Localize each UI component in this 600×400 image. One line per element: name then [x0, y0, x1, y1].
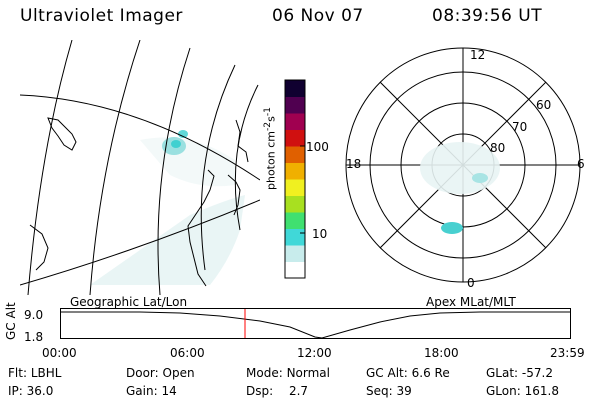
- colorbar-band: [285, 261, 305, 279]
- lat-label-70: 70: [512, 120, 528, 134]
- colorbar-band: [285, 228, 305, 246]
- colorbar-tick-10: 10: [312, 227, 328, 241]
- alt-ylabel: GC Alt: [4, 302, 18, 340]
- status-seq: Seq: 39: [366, 384, 412, 398]
- status-gc-alt: GC Alt: 6.6 Re: [366, 366, 450, 380]
- colorbar-label: photon cm-2s-1: [262, 107, 278, 190]
- colorbar-band: [285, 245, 305, 262]
- alt-ytick-1-8: 1.8: [24, 330, 44, 344]
- status-glat: GLat: -57.2: [486, 366, 553, 380]
- altitude-line: [60, 311, 570, 339]
- header-time: 08:39:56 UT: [432, 6, 543, 26]
- colorbar-band: [285, 162, 305, 180]
- colorbar-band: [285, 212, 305, 229]
- colorbar-band: [285, 195, 305, 213]
- colorbar-band: [285, 129, 305, 147]
- alt-xtick-0000: 00:00: [42, 346, 77, 360]
- mlt-label-6: 6: [577, 157, 585, 171]
- status-gain: Gain: 14: [126, 384, 177, 398]
- mlt-label-12: 12: [470, 48, 486, 62]
- lat-label-80: 80: [490, 141, 506, 155]
- mlt-label-18: 18: [346, 157, 362, 171]
- status-dsp: Dsp: 2.7: [246, 384, 309, 398]
- status-glon: GLon: 161.8: [486, 384, 559, 398]
- geo-caption: Geographic Lat/Lon: [70, 295, 188, 309]
- polar-plot: [345, 47, 581, 283]
- altitude-plot: [60, 308, 571, 339]
- alt-xtick-2359: 23:59: [550, 346, 585, 360]
- alt-xtick-1800: 18:00: [424, 346, 459, 360]
- mlt-label-0: 0: [467, 276, 475, 290]
- alt-xtick-0600: 06:00: [170, 346, 205, 360]
- header-date: 06 Nov 07: [272, 6, 364, 26]
- colorbar-band: [285, 96, 305, 114]
- status-door: Door: Open: [126, 366, 195, 380]
- apex-caption: Apex MLat/MLT: [426, 295, 516, 309]
- colorbar-band: [285, 179, 305, 196]
- alt-xtick-1200: 12:00: [297, 346, 332, 360]
- status-mode: Mode: Normal: [246, 366, 330, 380]
- colorbar-band: [285, 80, 305, 97]
- alt-ytick-9: 9.0: [24, 308, 44, 322]
- status-filter: Flt: LBHL: [8, 366, 62, 380]
- status-ip: IP: 36.0: [8, 384, 54, 398]
- colorbar-band: [285, 113, 305, 130]
- aurora-spot-polar: [441, 222, 463, 234]
- colorbar-tick-100: 100: [306, 140, 329, 154]
- app-title: Ultraviolet Imager: [20, 6, 183, 26]
- colorbar-band: [285, 146, 305, 163]
- colorbar: [284, 79, 306, 279]
- geographic-map: [20, 40, 260, 295]
- lat-label-60: 60: [536, 98, 552, 112]
